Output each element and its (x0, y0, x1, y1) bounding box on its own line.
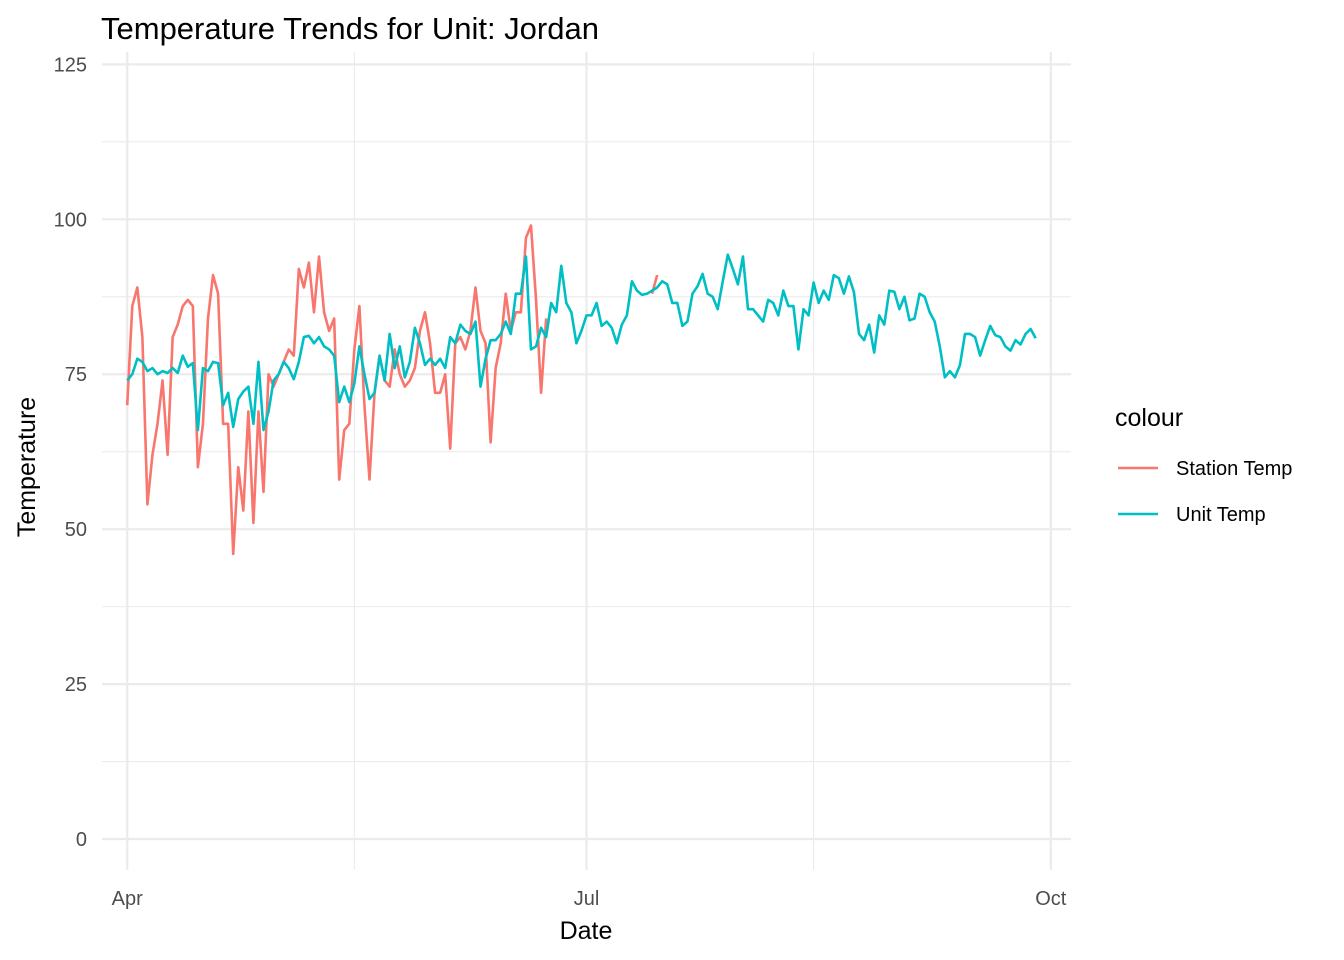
y-tick-label: 125 (54, 54, 87, 76)
legend-item: Unit Temp (1118, 504, 1266, 526)
series-line (125, 224, 659, 556)
x-axis-title: Date (560, 917, 613, 945)
legend-label: Unit Temp (1176, 504, 1266, 526)
y-tick-label: 100 (54, 209, 87, 231)
chart-title: Temperature Trends for Unit: Jordan (101, 11, 599, 46)
series-unit-temp (126, 253, 1037, 432)
y-tick-label: 75 (65, 364, 87, 386)
legend-label: Station Temp (1176, 458, 1292, 480)
x-axis-tick-labels: Apr Jul Oct (112, 888, 1067, 910)
y-axis-tick-labels: 0 25 50 75 100 125 (54, 54, 87, 851)
series-station-temp (125, 224, 659, 556)
y-tick-label: 50 (65, 519, 87, 541)
legend-item: Station Temp (1118, 458, 1292, 480)
series-lines (125, 224, 1037, 556)
gridlines (102, 52, 1071, 870)
y-tick-label: 0 (76, 829, 87, 851)
y-axis-title: Temperature (13, 397, 41, 537)
x-tick-label: Apr (112, 888, 143, 910)
x-tick-label: Oct (1035, 888, 1067, 910)
legend-title: colour (1115, 404, 1183, 432)
y-tick-label: 25 (65, 674, 87, 696)
x-tick-label: Jul (574, 888, 600, 910)
series-line (126, 253, 1037, 432)
legend: colour Station Temp Unit Temp (1115, 404, 1292, 526)
legend-items: Station Temp Unit Temp (1118, 458, 1292, 526)
